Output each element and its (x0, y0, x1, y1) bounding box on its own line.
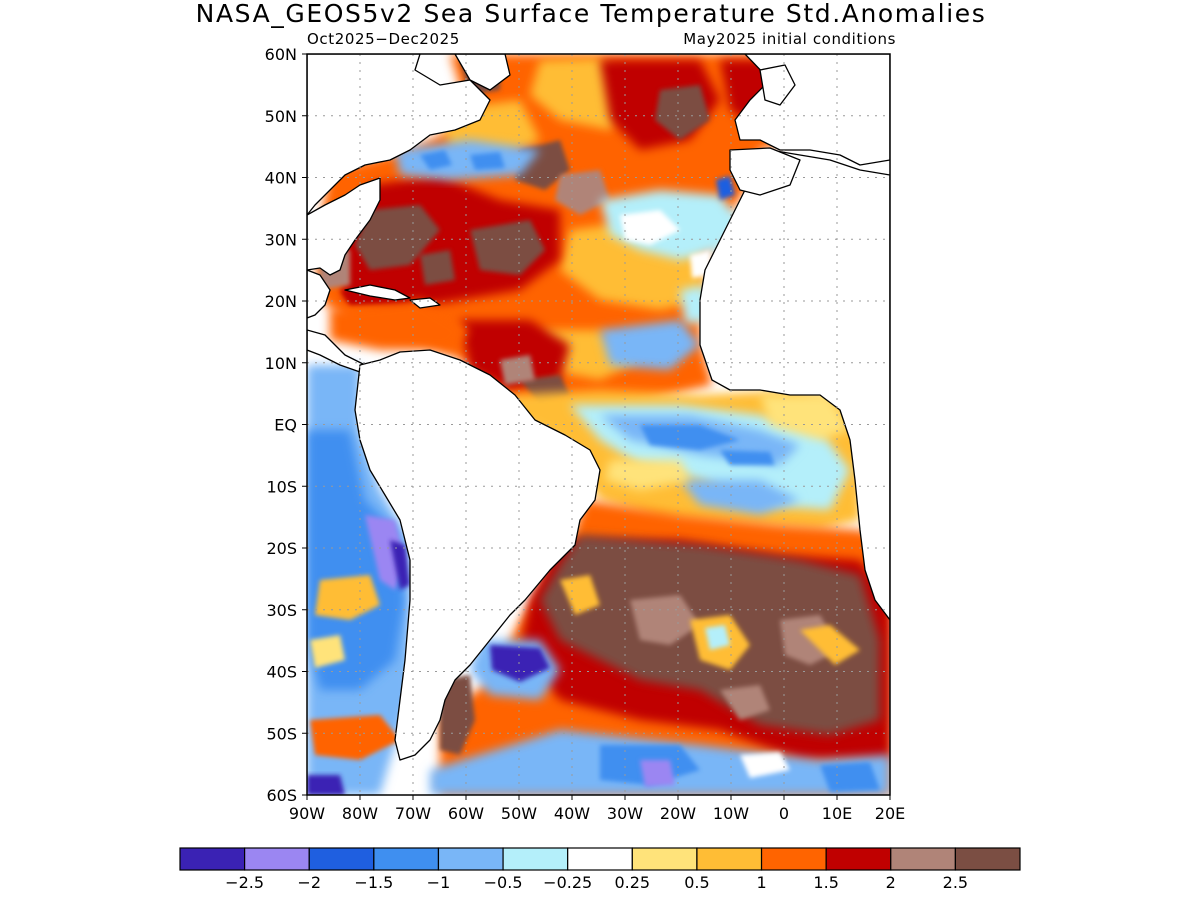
colorbar-swatch (825, 847, 892, 871)
caribbean-warm (330, 300, 470, 350)
cape-verde-cool (600, 320, 700, 370)
colorbar-label: 2.5 (943, 873, 968, 892)
n-atlantic-extreme-2 (320, 170, 610, 385)
colorbar-swatch (760, 847, 827, 871)
se-pacific-warm-pocket (315, 575, 380, 620)
y-tick-label: 60S (266, 786, 297, 805)
equatorial-cool-3 (640, 425, 775, 465)
colorbar-swatch (696, 847, 763, 871)
cuba-island (344, 284, 411, 301)
s-atlantic-extreme-2 (630, 595, 840, 720)
x-tick-label: 50W (501, 804, 537, 823)
s-atlantic-light-pockets (705, 625, 730, 650)
x-tick-label: 10E (822, 804, 852, 823)
colorbar-swatch (437, 847, 504, 871)
x-tick-label: 40W (554, 804, 590, 823)
forecast-period: Oct2025−Dec2025 (307, 30, 460, 48)
colorbar-label: −2.5 (225, 873, 264, 892)
n-atlantic-moderate (440, 58, 705, 380)
colorbar-swatch (179, 847, 246, 871)
drake-warm (310, 715, 400, 760)
x-tick-label: 10W (713, 804, 749, 823)
y-tick-label: 50N (265, 107, 297, 126)
colorbar-label: −0.25 (543, 873, 592, 892)
x-tick-label: 70W (395, 804, 431, 823)
southern-ocean-cool-deep (600, 745, 880, 792)
map-gridlines (307, 54, 890, 795)
x-tick-label: 60W (448, 804, 484, 823)
x-tick-label: 20E (875, 804, 905, 823)
colorbar-label: 0.25 (614, 873, 650, 892)
colorbar-swatch (567, 847, 633, 871)
south-america-land (354, 349, 601, 761)
anomaly-map (307, 54, 890, 795)
azores-iberia-whites (620, 210, 712, 278)
y-tick-label: 40S (266, 663, 297, 682)
x-tick-label: 80W (342, 804, 378, 823)
colorbar-swatch (631, 847, 698, 871)
colorbar-swatch (502, 847, 569, 871)
colorbar-swatch (308, 847, 375, 871)
colorbar-label: 0.5 (684, 873, 709, 892)
colorbar-swatch (890, 847, 956, 871)
y-tick-label: 40N (265, 169, 297, 188)
y-tick-label: 10S (266, 477, 297, 496)
us-coast-cool-deep (420, 150, 505, 170)
colorbar-swatch (954, 847, 1021, 871)
initial-conditions: May2025 initial conditions (683, 30, 896, 48)
hispaniola-island (409, 297, 441, 309)
brazil-malvinas-deep (490, 645, 550, 682)
peru-chile-deep (390, 540, 410, 590)
peru-chile-purple (365, 515, 405, 590)
colorbar-label: −1.5 (354, 873, 393, 892)
colorbar-label: −1 (427, 873, 451, 892)
colorbar: −2.5 −2 −1.5 −1 −0.5 −0.25 0.25 0.5 1 1.5 2 2.5 (179, 847, 1021, 892)
figure-title: NASA_GEOS5v2 Sea Surface Temperature Std… (196, 0, 987, 28)
greenland-land (454, 54, 511, 91)
y-tick-label: 60N (265, 45, 297, 64)
colorbar-label: −0.5 (484, 873, 523, 892)
iberia-deep-cool (716, 176, 735, 200)
se-pacific-warm-pocket-2 (310, 635, 345, 668)
colorbar-label: 1 (756, 873, 766, 892)
latitude-axis: 60N 50N 40N 30N 20N 10N EQ 10S 20S 30S 40S 50S 60S (265, 45, 307, 805)
y-tick-label: 50S (266, 724, 297, 743)
us-coast-cool (395, 140, 540, 180)
x-tick-label: 90W (289, 804, 325, 823)
se-pacific-field (307, 365, 410, 795)
y-tick-label: EQ (274, 416, 297, 435)
y-tick-label: 30S (266, 601, 297, 620)
se-pacific-deep (307, 430, 405, 690)
s-atlantic-moderate-pockets (560, 575, 860, 670)
y-tick-label: 20N (265, 292, 297, 311)
british-isles (759, 64, 796, 106)
y-tick-label: 20S (266, 539, 297, 558)
colorbar-label: −2 (297, 873, 321, 892)
colorbar-swatch (244, 847, 310, 871)
colorbar-swatch (373, 847, 440, 871)
southern-ocean-whites (740, 752, 790, 778)
y-tick-label: 10N (265, 354, 297, 373)
iberia-land (729, 147, 801, 196)
x-tick-label: 30W (607, 804, 643, 823)
longitude-axis: 90W 80W 70W 60W 50W 40W 30W 20W 10W 0 10E 20E (289, 795, 905, 823)
north-america-land (307, 54, 491, 216)
colorbar-label: 1.5 (813, 873, 838, 892)
x-tick-label: 20W (660, 804, 696, 823)
colorbar-label: 2 (886, 873, 896, 892)
y-tick-label: 30N (265, 230, 297, 249)
southern-ocean-purple (640, 760, 675, 787)
drake-deep (307, 775, 345, 795)
south-atlantic-field (430, 500, 890, 795)
africa-land (699, 149, 890, 621)
us-southeast-land (307, 177, 381, 276)
x-tick-label: 0 (779, 804, 789, 823)
guinea-warm-patch (605, 395, 850, 490)
land-masses (307, 54, 890, 761)
